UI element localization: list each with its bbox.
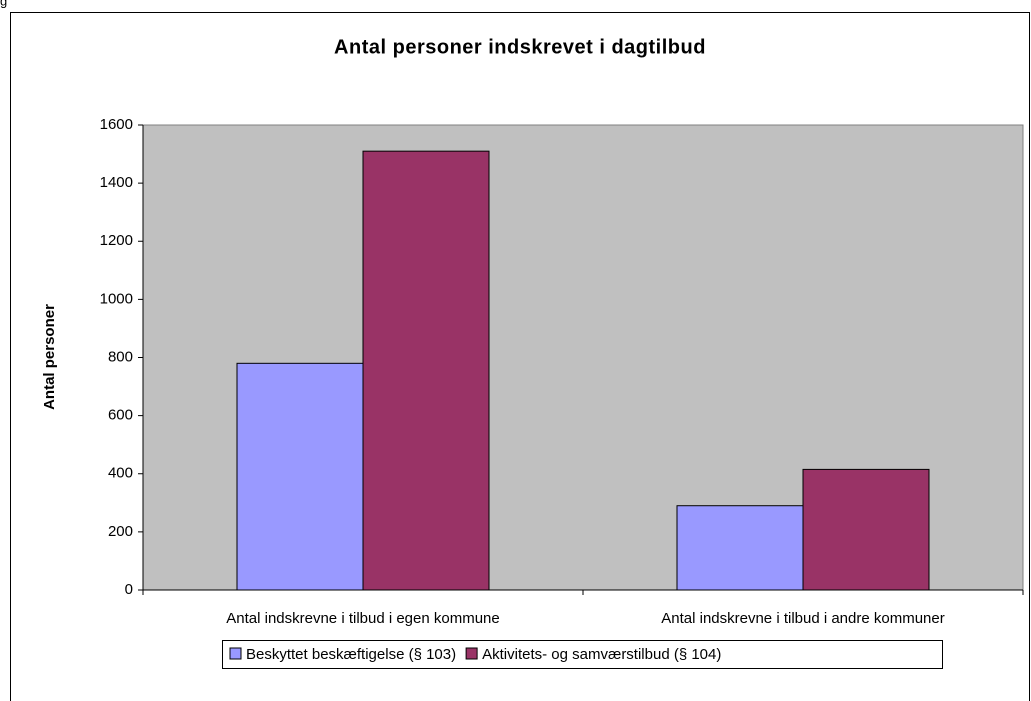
legend-label: Aktivitets- og samværstilbud (§ 104) [482, 646, 721, 663]
x-tick-label: Antal indskrevne i tilbud i andre kommun… [661, 610, 944, 627]
y-tick-label: 600 [108, 407, 133, 424]
legend-swatch [465, 647, 478, 660]
legend-swatch [229, 647, 242, 660]
y-tick-label: 1400 [100, 174, 133, 191]
bar [362, 150, 490, 591]
x-tick-label: Antal indskrevne i tilbud i egen kommune [226, 610, 500, 627]
y-tick-label: 1600 [100, 116, 133, 133]
bar [676, 505, 804, 591]
legend-box [222, 640, 943, 669]
caption: g [0, 0, 7, 8]
y-tick-label: 400 [108, 465, 133, 482]
y-tick-label: 0 [125, 581, 133, 598]
bar [802, 468, 930, 591]
chart-title: Antal personer indskrevet i dagtilbud [334, 36, 706, 58]
bar [236, 362, 364, 591]
y-axis-label: Antal personer [41, 304, 58, 410]
y-tick-label: 800 [108, 348, 133, 365]
legend-label: Beskyttet beskæftigelse (§ 103) [246, 646, 456, 663]
y-tick-label: 1200 [100, 232, 133, 249]
y-tick-label: 1000 [100, 290, 133, 307]
y-tick-label: 200 [108, 523, 133, 540]
